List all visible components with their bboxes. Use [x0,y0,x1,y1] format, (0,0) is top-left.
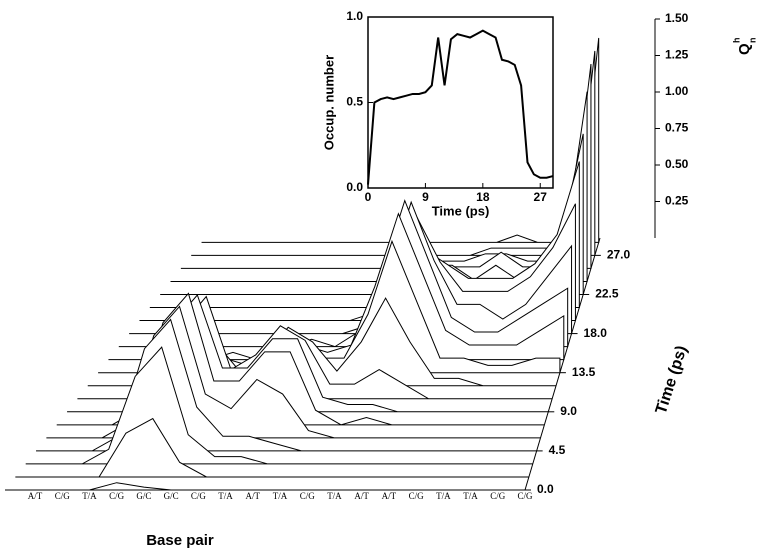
x-tick-label: T/A [327,491,342,501]
z-tick-label: 1.25 [665,48,689,62]
x-tick-label: T/A [463,491,478,501]
time-slice [15,417,529,478]
x-tick-label: C/G [409,491,425,501]
x-axis-label: Base pair [146,532,214,549]
time-slice [5,482,525,491]
x-tick-label: G/C [136,491,151,501]
x-axis-label: Time (ps) [432,203,490,218]
y-tick-label: 27.0 [607,248,631,262]
time-axis [524,237,601,491]
z-label-sup: h [731,38,741,44]
x-tick-label: A/T [28,491,43,501]
y-axis-label: Time (ps) [653,344,691,417]
x-tick-label: T/A [218,491,233,501]
z-tick-label: 1.00 [665,84,689,98]
x-tick-label: C/G [191,491,207,501]
x-tick-label: C/G [517,491,533,501]
z-tick-label: 0.75 [665,121,689,135]
x-tick-label: 9 [422,190,429,204]
z-tick-label: 0.50 [665,157,689,171]
y-tick-label: 0.5 [346,95,363,109]
x-tick-label: C/G [300,491,316,501]
x-tick-label: T/A [436,491,451,501]
z-tick-label: 1.50 [665,11,689,25]
x-tick-label: 18 [476,190,490,204]
y-tick-label: 22.5 [595,287,619,301]
waterfall [5,37,600,491]
y-tick-label: 13.5 [572,365,596,379]
x-tick-label: A/T [354,491,369,501]
z-label: Q [736,43,753,55]
y-tick-label: 4.5 [549,443,566,457]
x-tick-label: G/C [164,491,179,501]
x-tick-label: A/T [382,491,397,501]
x-tick-label: T/A [273,491,288,501]
y-tick-label: 0.0 [346,180,363,194]
x-tick-label: C/G [109,491,125,501]
y-axis-label: Occup. number [321,55,336,150]
z-label-sub: n [747,38,757,44]
y-tick-label: 1.0 [346,9,363,23]
y-tick-label: 9.0 [560,404,577,418]
x-tick-label: C/G [55,491,71,501]
x-tick-label: A/T [246,491,261,501]
x-tick-label: C/G [490,491,506,501]
y-tick-label: 0.0 [537,482,554,496]
x-tick-label: 0 [365,190,372,204]
inset-frame [367,16,554,189]
occupation-line [367,29,554,185]
y-tick-label: 18.0 [584,326,608,340]
z-tick-label: 0.25 [665,194,689,208]
x-tick-label: T/A [82,491,97,501]
z-axis-label: Qh n [731,38,757,56]
x-tick-label: 27 [534,190,548,204]
